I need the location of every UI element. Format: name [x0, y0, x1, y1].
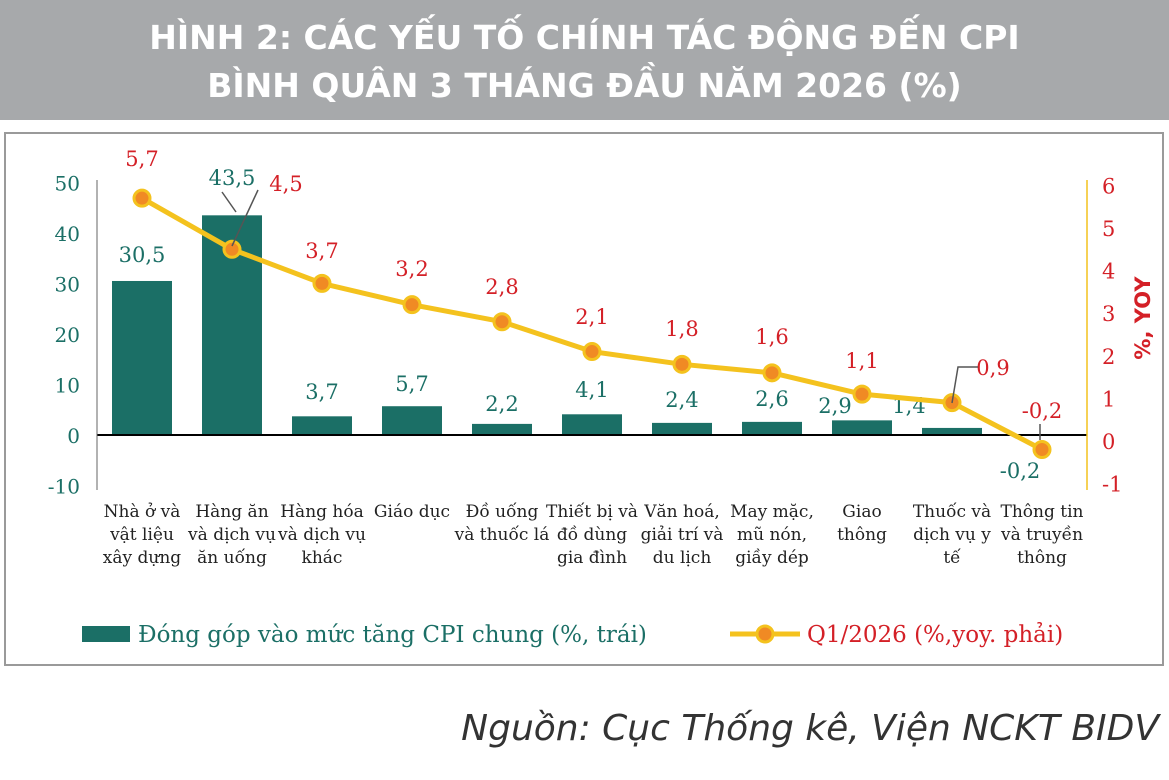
- category-label: May mặc, mũ nón, giầy dép: [730, 502, 814, 568]
- line-marker-10: [1032, 440, 1052, 460]
- bar-value-label: 5,7: [395, 372, 428, 396]
- bar-value-label: 30,5: [119, 243, 166, 267]
- left-axis-tick-label: 10: [55, 374, 80, 398]
- line-value-label: 1,8: [665, 317, 698, 341]
- category-label: Thuốc và dịch vụ y tế: [913, 502, 991, 568]
- bar-value-label: 43,5: [209, 166, 256, 190]
- line-marker-2: [312, 273, 332, 293]
- bar-value-label: 2,9: [818, 394, 851, 418]
- category-label: Nhà ở và vật liệu xây dựng: [103, 502, 182, 568]
- right-axis-title: %, YOY: [1131, 276, 1155, 360]
- left-axis-tick-label: 30: [55, 273, 80, 297]
- label-leader-line: [231, 189, 259, 247]
- category-label: Đồ uống và thuốc lá: [454, 502, 550, 545]
- category-label: Hàng ăn và dịch vụ ăn uống: [187, 502, 276, 568]
- line-value-label: 2,1: [575, 305, 608, 329]
- left-axis-tick-label: 0: [67, 424, 80, 448]
- category-label: Giáo dục: [374, 502, 450, 522]
- bar-0: [112, 280, 172, 435]
- right-axis-tick-label: 4: [1102, 260, 1115, 284]
- bar-2: [292, 416, 352, 435]
- line-marker-5: [582, 342, 602, 362]
- line-marker-4: [492, 312, 512, 332]
- right-axis-tick-label: -1: [1102, 473, 1122, 497]
- bar-value-label: 2,2: [485, 392, 518, 416]
- line-value-label: 0,9: [976, 356, 1009, 380]
- legend-bar-label: Đóng góp vào mức tăng CPI chung (%, trái…: [138, 622, 647, 648]
- category-label: Văn hoá, giải trí và du lịch: [641, 502, 724, 568]
- legend-line-marker: [755, 624, 775, 644]
- bar-5: [562, 414, 622, 435]
- bar-7: [742, 421, 802, 435]
- line-value-label: 5,7: [125, 147, 158, 171]
- label-leader-line: [221, 191, 237, 213]
- right-axis-tick-label: 3: [1102, 302, 1115, 326]
- bar-6: [652, 422, 712, 435]
- category-label: Hàng hóa và dịch vụ khác: [277, 502, 366, 568]
- bar-value-label: 2,6: [755, 387, 788, 411]
- chart-title-line-2: BÌNH QUÂN 3 THÁNG ĐẦU NĂM 2026 (%): [207, 66, 962, 105]
- left-axis-tick-label: 20: [55, 323, 80, 347]
- line-value-label: 3,2: [395, 257, 428, 281]
- line-value-label: 1,6: [755, 325, 788, 349]
- bar-3: [382, 406, 442, 435]
- chart-title-bar: HÌNH 2: CÁC YẾU TỐ CHÍNH TÁC ĐỘNG ĐẾN CP…: [0, 0, 1169, 120]
- category-label: Giao thông: [837, 502, 887, 545]
- line-value-label: 4,5: [269, 172, 302, 196]
- line-value-label: 3,7: [305, 239, 338, 263]
- right-axis-tick-label: 1: [1102, 387, 1115, 411]
- bar-value-label: -0,2: [1000, 459, 1041, 483]
- line-marker-8: [852, 384, 872, 404]
- line-value-label: 2,8: [485, 275, 518, 299]
- left-axis-tick-label: -10: [48, 475, 80, 499]
- right-axis-tick-label: 5: [1102, 217, 1115, 241]
- right-axis-tick-label: 6: [1102, 174, 1115, 198]
- left-axis-tick-label: 40: [55, 222, 80, 246]
- line-marker-0: [132, 188, 152, 208]
- bar-value-label: 2,4: [665, 388, 698, 412]
- bar-value-label: 3,7: [305, 380, 338, 404]
- line-value-label: 1,1: [845, 349, 878, 373]
- right-axis-tick-label: 2: [1102, 345, 1115, 369]
- line-marker-6: [672, 354, 692, 374]
- chart-title-line-1: HÌNH 2: CÁC YẾU TỐ CHÍNH TÁC ĐỘNG ĐẾN CP…: [149, 18, 1020, 57]
- legend-bar-swatch: [82, 626, 130, 642]
- category-label: Thiết bị và đồ dùng gia đình: [546, 502, 638, 568]
- chart-frame: [4, 132, 1164, 666]
- legend-line-label: Q1/2026 (%,yoy. phải): [807, 622, 1063, 648]
- bar-4: [472, 423, 532, 435]
- category-label: Thông tin và truyền thông: [1000, 502, 1084, 568]
- source-note: Nguồn: Cục Thống kê, Viện NCKT BIDV: [461, 708, 1159, 749]
- line-marker-7: [762, 363, 782, 383]
- right-axis-tick-label: 0: [1102, 430, 1115, 454]
- label-leader-line: [951, 366, 978, 404]
- bar-8: [832, 420, 892, 435]
- line-value-label: -0,2: [1022, 399, 1063, 423]
- bar-value-label: 4,1: [575, 378, 608, 402]
- bar-9: [922, 427, 982, 435]
- line-marker-3: [402, 295, 422, 315]
- line-marker-1: [222, 239, 242, 259]
- left-axis-tick-label: 50: [55, 172, 80, 196]
